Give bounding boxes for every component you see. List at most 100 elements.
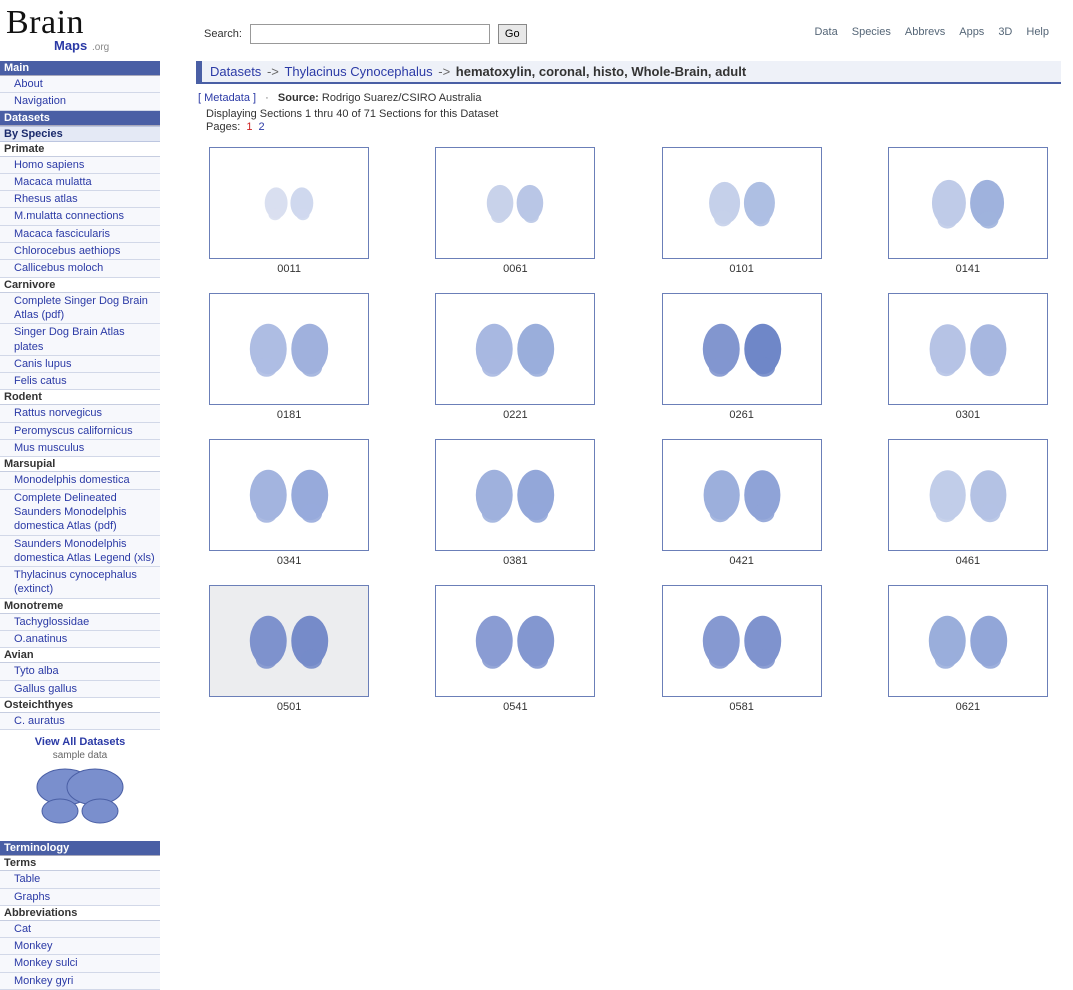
main-content: Datasets -> Thylacinus Cynocephalus -> h… (160, 61, 1073, 733)
sidebar-sub-byspecies: By Species (0, 126, 160, 142)
sidebar-item[interactable]: Gallus gallus (0, 681, 160, 698)
thumb: 0381 (430, 439, 600, 567)
source-label: Source: (278, 92, 319, 104)
sidebar-item[interactable]: Monkey sulci (0, 955, 160, 972)
sidebar-item[interactable]: Monkey (0, 938, 160, 955)
sidebar-cat: Avian (0, 648, 160, 663)
thumb: 0581 (657, 585, 827, 713)
thumb-label: 0461 (956, 555, 980, 567)
sidebar-item[interactable]: About (0, 76, 160, 93)
thumb-label: 0101 (729, 263, 753, 275)
sidebar-item[interactable]: Table (0, 871, 160, 888)
thumb: 0541 (430, 585, 600, 713)
topnav-help[interactable]: Help (1026, 26, 1049, 38)
topnav-data[interactable]: Data (814, 26, 837, 38)
sidebar-item[interactable]: C. auratus (0, 713, 160, 730)
sidebar-item[interactable]: Graphs (0, 889, 160, 906)
breadcrumb-trail: hematoxylin, coronal, histo, Whole-Brain… (456, 64, 746, 79)
pages-line: Pages: 12 (206, 121, 1061, 133)
thumb-image[interactable] (209, 147, 369, 259)
topnav-abbrevs[interactable]: Abbrevs (905, 26, 945, 38)
sidebar: MainAboutNavigationDatasetsBy SpeciesPri… (0, 61, 160, 990)
sidebar-item[interactable]: Singer Dog Brain Atlas plates (0, 324, 160, 356)
metadata-link[interactable]: [ Metadata ] (198, 92, 256, 104)
sample-data-label: sample data (0, 750, 160, 765)
logo-sub: Maps .org (54, 38, 109, 53)
thumb-image[interactable] (209, 439, 369, 551)
logo[interactable]: Brain Maps .org (4, 4, 164, 53)
thumbnail-grid: 0011006101010141018102210261030103410381… (204, 147, 1053, 713)
page-1[interactable]: 1 (246, 121, 252, 133)
thumb-image[interactable] (662, 147, 822, 259)
thumb-label: 0141 (956, 263, 980, 275)
thumb-label: 0221 (503, 409, 527, 421)
sidebar-item[interactable]: Homo sapiens (0, 157, 160, 174)
thumb-label: 0011 (277, 263, 301, 275)
sidebar-cat: Primate (0, 142, 160, 157)
thumb-label: 0381 (503, 555, 527, 567)
sidebar-item[interactable]: Chlorocebus aethiops (0, 243, 160, 260)
sidebar-item[interactable]: Rattus norvegicus (0, 405, 160, 422)
sidebar-item[interactable]: Tachyglossidae (0, 614, 160, 631)
thumb-image[interactable] (888, 147, 1048, 259)
sidebar-item[interactable]: Mus musculus (0, 440, 160, 457)
sidebar-item[interactable]: M.mulatta connections (0, 208, 160, 225)
sidebar-item[interactable]: Tyto alba (0, 663, 160, 680)
thumb-image[interactable] (662, 293, 822, 405)
sidebar-item[interactable]: Thylacinus cynocephalus (extinct) (0, 567, 160, 599)
breadcrumb-sep: -> (267, 64, 283, 79)
sidebar-item[interactable]: Canis lupus (0, 356, 160, 373)
sidebar-item[interactable]: Monkey gyri (0, 973, 160, 990)
sidebar-item[interactable]: Callicebus moloch (0, 260, 160, 277)
sidebar-cat: Rodent (0, 390, 160, 405)
search-go-button[interactable]: Go (498, 24, 527, 44)
thumb-image[interactable] (209, 293, 369, 405)
sidebar-cat-terms: Terms (0, 856, 160, 871)
thumb-image[interactable] (435, 147, 595, 259)
sidebar-item[interactable]: Saunders Monodelphis domestica Atlas Leg… (0, 536, 160, 568)
sidebar-item[interactable]: Macaca mulatta (0, 174, 160, 191)
thumb-image[interactable] (435, 439, 595, 551)
thumb: 0061 (430, 147, 600, 275)
logo-main: Brain (6, 6, 164, 40)
sidebar-cat-abbrev: Abbreviations (0, 906, 160, 921)
thumb-label: 0421 (729, 555, 753, 567)
thumb-label: 0261 (729, 409, 753, 421)
sidebar-item[interactable]: Felis catus (0, 373, 160, 390)
thumb-image[interactable] (888, 439, 1048, 551)
sidebar-item[interactable]: O.anatinus (0, 631, 160, 648)
sidebar-item[interactable]: Navigation (0, 93, 160, 110)
sidebar-cat: Marsupial (0, 457, 160, 472)
breadcrumb-species[interactable]: Thylacinus Cynocephalus (284, 64, 432, 79)
thumb-label: 0581 (729, 701, 753, 713)
search-input[interactable] (250, 24, 490, 44)
view-all-datasets[interactable]: View All Datasets (0, 730, 160, 750)
page-2[interactable]: 2 (258, 121, 264, 133)
thumb-label: 0621 (956, 701, 980, 713)
sidebar-item[interactable]: Macaca fascicularis (0, 226, 160, 243)
thumb-image[interactable] (888, 293, 1048, 405)
sidebar-item[interactable]: Rhesus atlas (0, 191, 160, 208)
sidebar-cat: Carnivore (0, 278, 160, 293)
thumb: 0621 (883, 585, 1053, 713)
topnav-species[interactable]: Species (852, 26, 891, 38)
thumb: 0341 (204, 439, 374, 567)
thumb-image[interactable] (662, 439, 822, 551)
sidebar-cat: Monotreme (0, 599, 160, 614)
topnav-apps[interactable]: Apps (959, 26, 984, 38)
thumb-image[interactable] (435, 293, 595, 405)
thumb-image[interactable] (435, 585, 595, 697)
thumb-label: 0301 (956, 409, 980, 421)
topnav-3d[interactable]: 3D (998, 26, 1012, 38)
source-value: Rodrigo Suarez/CSIRO Australia (322, 92, 482, 104)
sample-brain-icon[interactable] (30, 765, 130, 831)
sidebar-item[interactable]: Peromyscus californicus (0, 423, 160, 440)
sidebar-item[interactable]: Complete Singer Dog Brain Atlas (pdf) (0, 293, 160, 325)
thumb-image[interactable] (662, 585, 822, 697)
breadcrumb-datasets[interactable]: Datasets (210, 64, 261, 79)
thumb-image[interactable] (209, 585, 369, 697)
sidebar-item[interactable]: Complete Delineated Saunders Monodelphis… (0, 490, 160, 536)
sidebar-item[interactable]: Monodelphis domestica (0, 472, 160, 489)
sidebar-item[interactable]: Cat (0, 921, 160, 938)
thumb-image[interactable] (888, 585, 1048, 697)
